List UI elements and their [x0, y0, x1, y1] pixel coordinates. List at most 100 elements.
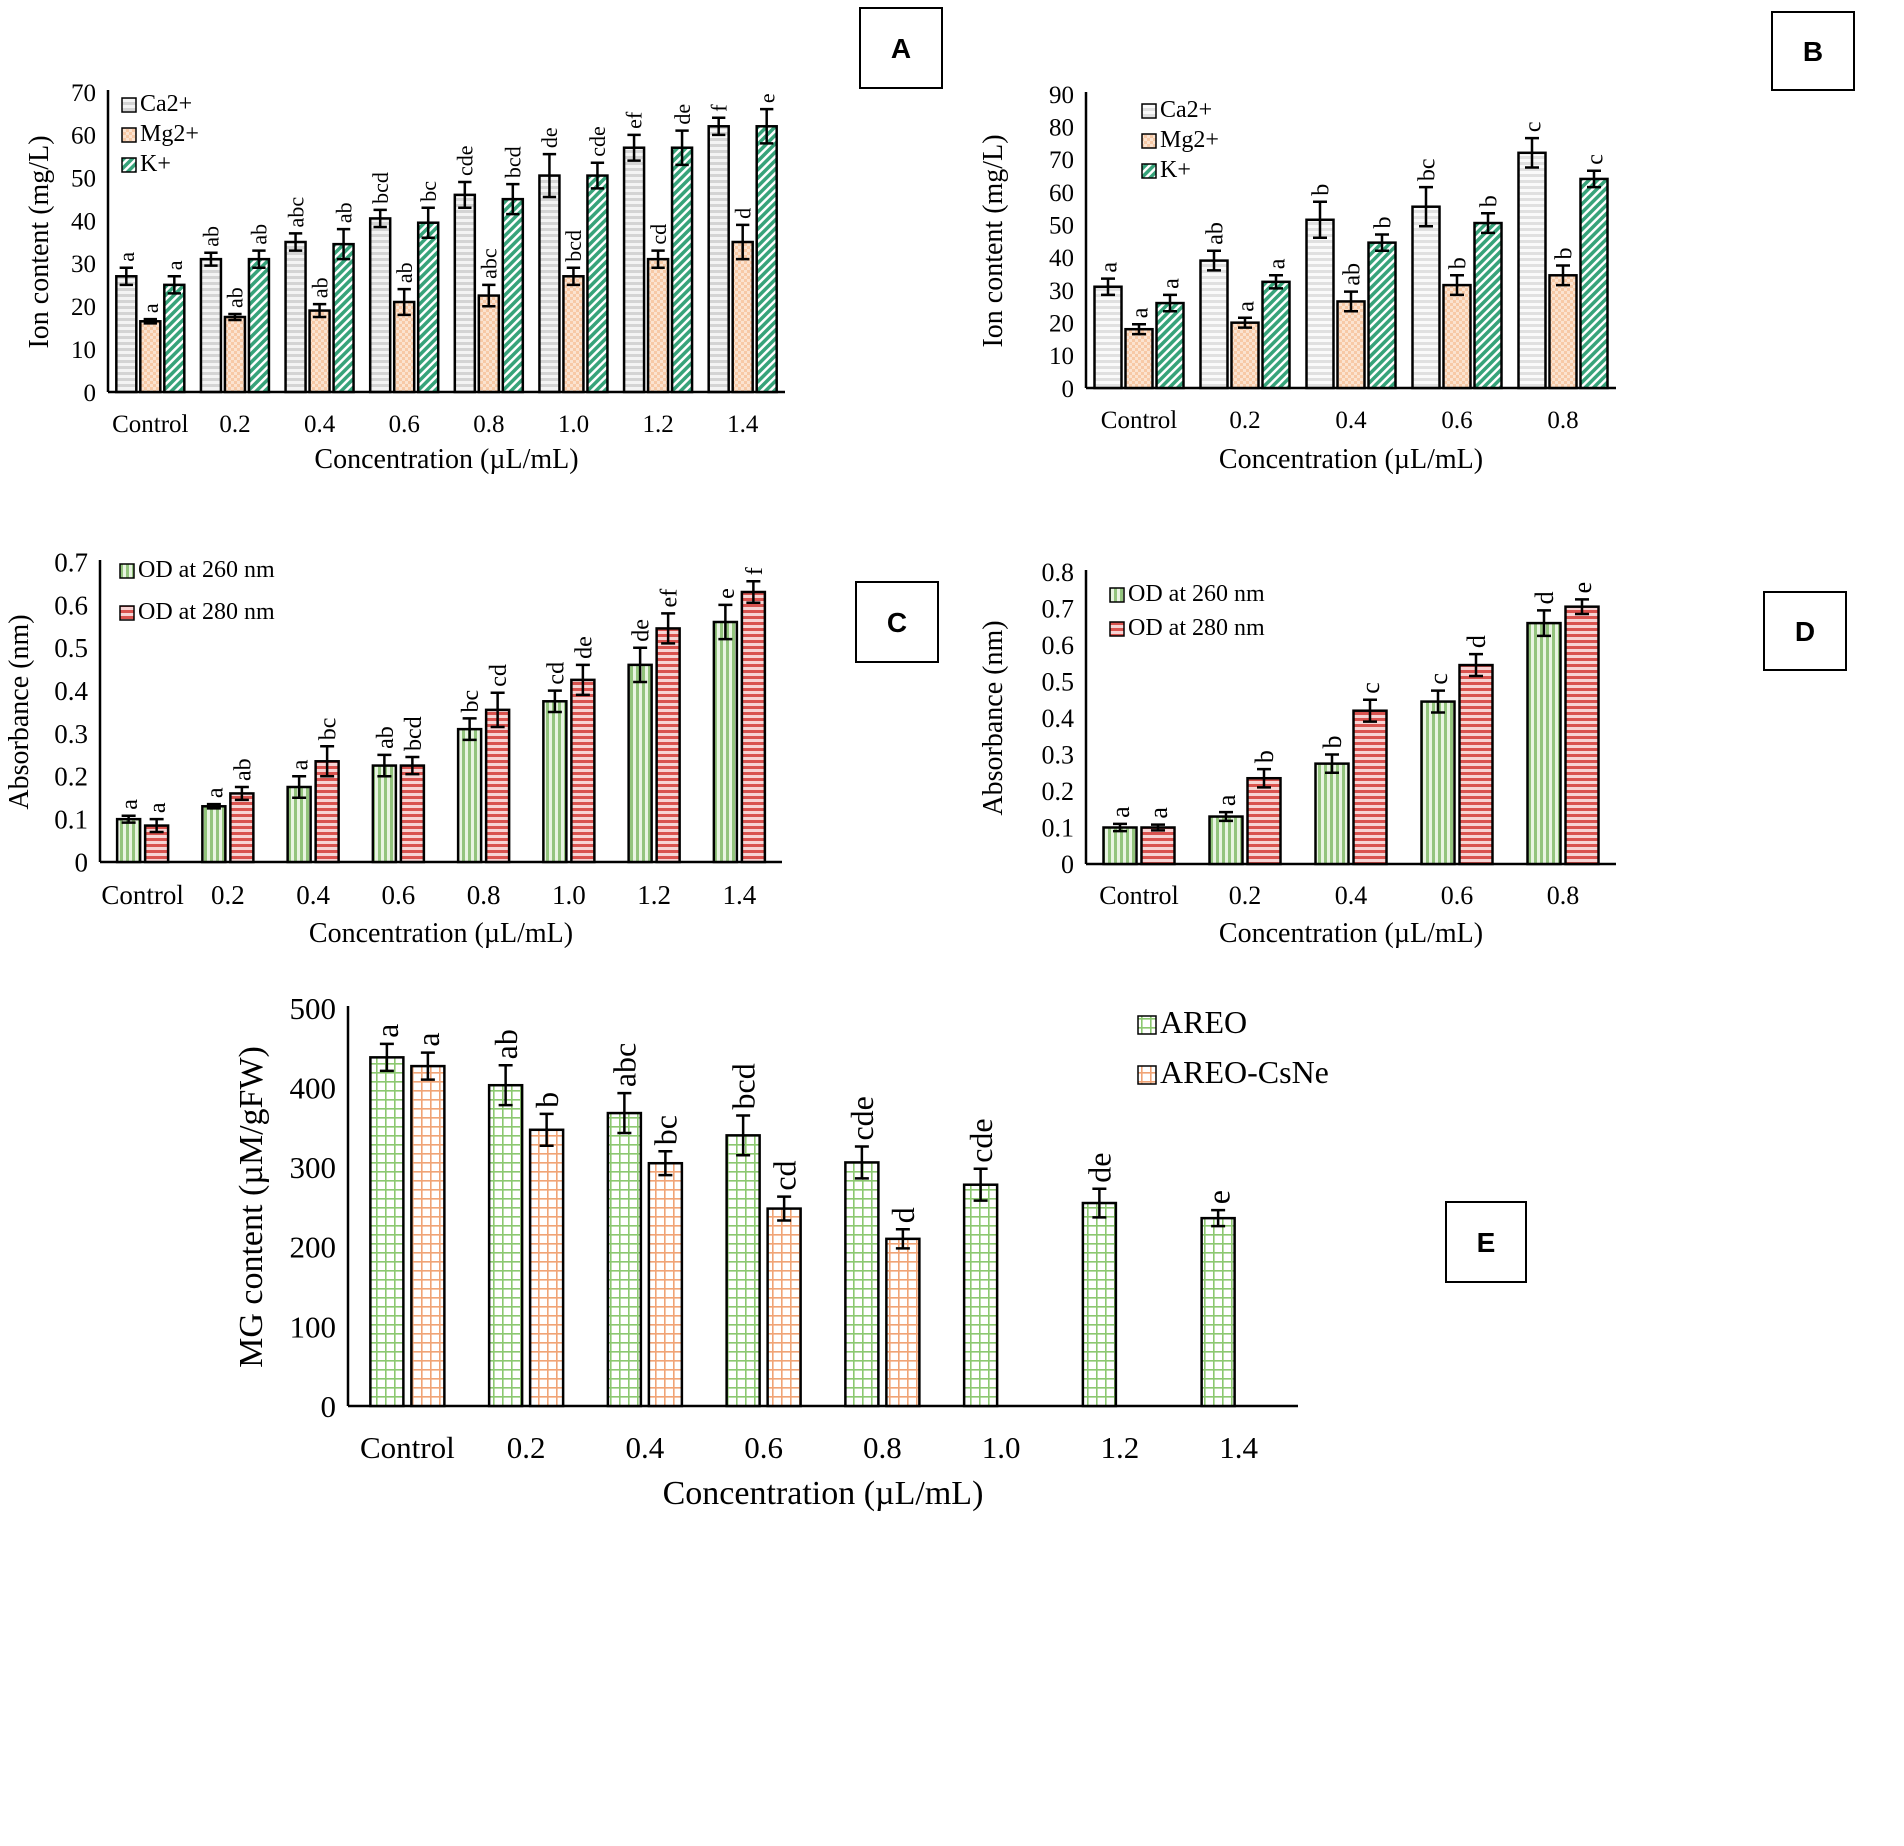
error-bar	[320, 745, 335, 778]
legend-swatch	[1109, 587, 1125, 603]
error-bar	[633, 646, 648, 684]
significance-letter: a	[1233, 301, 1259, 312]
panel-label-box	[859, 7, 943, 89]
significance-letter: ab	[1202, 222, 1228, 245]
x-tick-label: 1.2	[642, 411, 673, 438]
x-tick-label: 0.6	[382, 880, 416, 910]
bar	[1246, 776, 1282, 866]
y-tick-label: 0.3	[1042, 741, 1075, 770]
y-tick-label: 0.7	[1042, 595, 1075, 624]
y-tick-label: 0.4	[1042, 704, 1075, 733]
significance-letter: cde	[844, 1096, 880, 1140]
x-tick-label: 0.6	[744, 1430, 783, 1465]
significance-letter: c	[1582, 154, 1608, 165]
y-tick-label: 300	[290, 1150, 337, 1185]
chart-panel-e: E0100200300400500Controlaa0.2abb0.4abcbc…	[233, 991, 1527, 1512]
error-bar	[119, 266, 133, 287]
bar	[646, 257, 670, 394]
x-tick-label: 1.0	[558, 411, 589, 438]
y-tick-label: 0	[84, 380, 97, 407]
y-tick-label: 70	[71, 80, 96, 107]
error-bar	[895, 1228, 910, 1250]
y-tick-label: 0.3	[54, 719, 88, 749]
error-bar	[458, 180, 472, 209]
legend-label: AREO-CsNe	[1160, 1054, 1329, 1090]
bar	[1200, 1216, 1236, 1408]
chart-e: E0100200300400500Controlaa0.2abb0.4abcbc…	[233, 991, 1495, 1512]
error-bar	[1092, 1187, 1107, 1219]
y-tick-label: 40	[71, 208, 96, 235]
bar	[501, 197, 525, 394]
significance-letter: ef	[657, 589, 683, 608]
bar	[1548, 274, 1578, 390]
significance-letter: abc	[477, 248, 502, 279]
significance-letter: a	[145, 802, 171, 813]
error-bar	[1238, 316, 1252, 329]
y-tick-label: 40	[1049, 245, 1074, 272]
significance-letter: a	[117, 799, 143, 810]
x-tick-label: 1.0	[982, 1430, 1021, 1465]
y-tick-label: 20	[1049, 310, 1074, 337]
panel-label-box	[855, 581, 939, 663]
bar	[201, 805, 227, 864]
bar	[670, 146, 694, 394]
error-bar	[712, 116, 726, 137]
significance-letter: a	[288, 759, 314, 770]
bar	[308, 309, 331, 394]
bar	[1199, 259, 1229, 390]
error-bar	[1151, 823, 1165, 832]
x-tick-label: 0.8	[467, 880, 501, 910]
error-bar	[1450, 274, 1464, 297]
y-tick-label: 400	[290, 1070, 337, 1105]
error-bar	[1363, 698, 1377, 723]
y-tick-label: 0.2	[54, 762, 88, 792]
significance-letter: ab	[199, 226, 224, 247]
y-tick-label: 50	[71, 165, 96, 192]
error-bar	[1344, 290, 1358, 313]
bar	[538, 174, 561, 394]
significance-letter: d	[730, 208, 755, 219]
significance-letter: cd	[766, 1160, 802, 1190]
x-tick-label: 0.6	[1441, 881, 1474, 910]
y-tick-label: 0	[75, 847, 89, 877]
legend-swatch	[121, 97, 137, 113]
y-tick-label: 0.7	[54, 547, 88, 577]
error-bar	[405, 755, 420, 776]
y-tick-label: 0.2	[1042, 777, 1075, 806]
legend-swatch	[1141, 103, 1157, 119]
error-bar	[542, 152, 557, 199]
significance-letter: d	[1462, 635, 1491, 648]
bar	[528, 1128, 565, 1408]
significance-letter: ef	[622, 111, 647, 129]
error-bar	[1211, 1208, 1226, 1228]
bar	[1442, 283, 1472, 390]
panel-letter: A	[891, 33, 911, 64]
x-tick-label: 0.2	[1229, 881, 1262, 910]
bar	[416, 221, 440, 394]
error-bar	[1163, 293, 1177, 313]
bar	[1140, 826, 1176, 866]
bar	[1564, 605, 1600, 866]
significance-letter: ab	[488, 1029, 524, 1059]
x-tick-label: 1.4	[1219, 1430, 1258, 1465]
significance-letter: ab	[392, 262, 417, 283]
bar	[740, 590, 767, 864]
bar	[562, 275, 585, 394]
legend-label: Ca2+	[140, 91, 192, 117]
error-bar	[1219, 810, 1233, 823]
significance-letter: ab	[230, 758, 256, 781]
error-bar	[658, 1150, 673, 1177]
significance-letter: bc	[316, 718, 342, 741]
legend-label: OD at 260 nm	[1128, 581, 1265, 607]
legend-swatch	[1141, 133, 1157, 149]
y-tick-label: 0	[1061, 850, 1074, 879]
error-bar	[377, 753, 392, 778]
y-tick-label: 10	[71, 337, 96, 364]
significance-letter: cde	[453, 145, 478, 176]
x-tick-label: Control	[112, 411, 188, 438]
legend-label: OD at 280 nm	[1128, 615, 1265, 641]
significance-letter: e	[1200, 1190, 1236, 1204]
error-bar	[421, 206, 435, 239]
panel-letter: C	[887, 607, 907, 638]
